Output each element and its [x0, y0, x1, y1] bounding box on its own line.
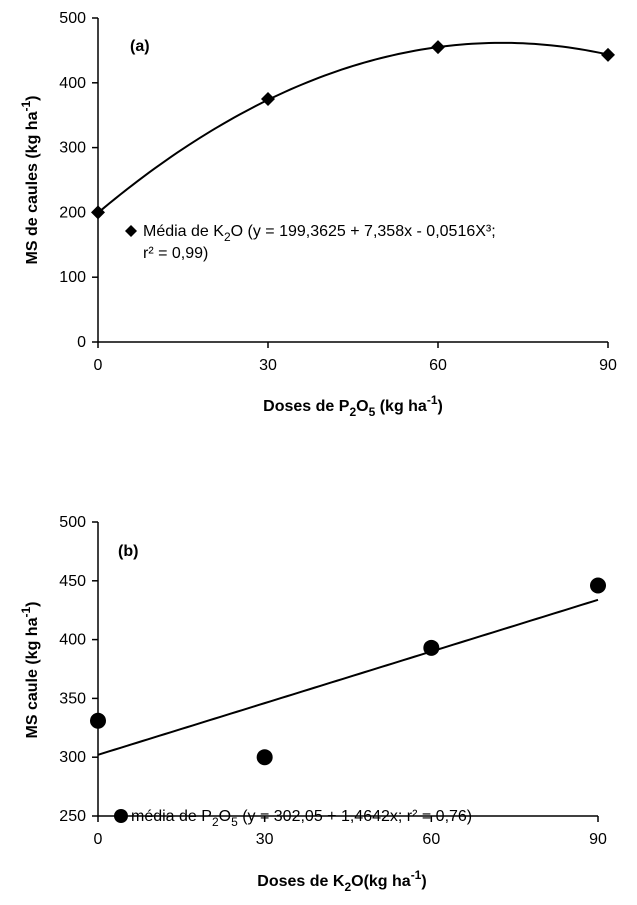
x-axis-title-b: Doses de K2O(kg ha-1) — [257, 868, 426, 894]
x-axis-title-a: Doses de P2O5 (kg ha-1) — [263, 393, 443, 419]
data-point — [601, 47, 615, 62]
y-tick-label: 0 — [77, 334, 86, 351]
y-tick-label: 400 — [59, 75, 86, 92]
tick-labels-b: 250 300 350 400 450 500 0 30 60 90 — [59, 514, 607, 848]
legend-text-a-line2: r² = 0,99) — [143, 245, 208, 262]
fit-line-b — [97, 598, 599, 756]
legend-marker-a — [125, 225, 137, 237]
fit-curve-a — [97, 41, 609, 214]
x-tick-label: 90 — [589, 831, 607, 848]
x-tick-label: 30 — [256, 831, 274, 848]
panel-label-a: (a) — [130, 38, 150, 55]
data-points-a — [91, 40, 615, 220]
data-point — [91, 205, 105, 220]
data-point — [431, 40, 445, 55]
y-tick-label: 200 — [59, 204, 86, 221]
panel-b: 250 300 350 400 450 500 0 30 60 90 (b) média de P… — [19, 514, 607, 894]
y-axis-title-a: MS de caules (kg ha-1) — [19, 96, 41, 265]
data-point — [90, 712, 106, 729]
y-axis-title-b: MS caule (kg ha-1) — [19, 602, 41, 739]
x-tick-label: 60 — [429, 357, 447, 374]
x-tick-label: 90 — [599, 357, 617, 374]
fit-line — [97, 41, 609, 214]
axes-b — [92, 521, 599, 822]
legend-text-b: média de P2O5 (y = 302,05 + 1,4642x; r² … — [131, 808, 472, 829]
y-tick-label: 400 — [59, 632, 86, 649]
data-point — [261, 92, 275, 106]
x-tick-label: 30 — [259, 357, 277, 374]
x-tick-label: 60 — [422, 831, 440, 848]
x-tick-label: 0 — [94, 357, 103, 374]
y-tick-label: 300 — [59, 140, 86, 157]
data-point — [423, 639, 440, 656]
y-tick-label: 100 — [59, 269, 86, 286]
data-point — [256, 749, 273, 766]
legend-marker-b — [114, 809, 128, 823]
legend-text-a-line1: Média de K2O (y = 199,3625 + 7,358x - 0,… — [143, 223, 496, 244]
panel-label-b: (b) — [118, 543, 138, 560]
axes-a — [92, 17, 609, 348]
y-tick-label: 300 — [59, 749, 86, 766]
y-tick-label: 450 — [59, 573, 86, 590]
y-tick-label: 250 — [59, 808, 86, 825]
data-point — [590, 577, 606, 594]
x-tick-label: 0 — [94, 831, 103, 848]
tick-labels-a: 0 100 200 300 400 500 0 30 60 90 — [59, 10, 617, 374]
fit-line — [97, 598, 599, 756]
y-tick-label: 500 — [59, 10, 86, 27]
panel-a: 0 100 200 300 400 500 0 30 60 90 (a) Média de K2O… — [19, 10, 617, 419]
data-points-b — [90, 577, 606, 766]
y-tick-label: 350 — [59, 690, 86, 707]
y-tick-label: 500 — [59, 514, 86, 531]
